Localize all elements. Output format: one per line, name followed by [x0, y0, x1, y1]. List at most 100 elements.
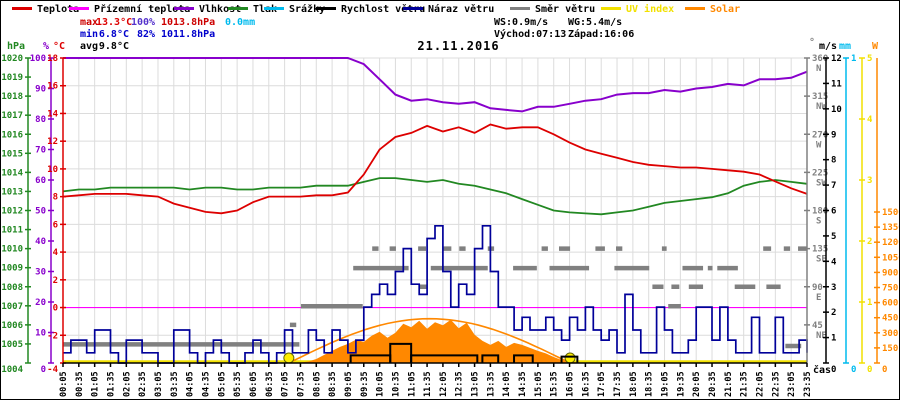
tick-label: 20: [35, 298, 46, 308]
tick-label: 40: [35, 237, 46, 247]
humidity: [63, 57, 808, 113]
tick-label: 16:05: [566, 371, 576, 397]
tick-label: 50: [35, 207, 46, 217]
tick-label: 1010: [1, 245, 23, 255]
tick-label: hPa: [7, 41, 25, 52]
tick-label: 10:35: [391, 371, 401, 397]
tick-label: 3: [831, 283, 836, 293]
tick-label: 900: [882, 268, 898, 278]
tick-label: 15:35: [550, 371, 560, 397]
tick-label: NW: [816, 102, 827, 112]
tick-label: 12:05: [439, 371, 449, 397]
tick-label: 1007: [1, 302, 23, 312]
solar-clear-sky-arc: [288, 317, 571, 364]
legend-color-dash: [685, 6, 705, 10]
legend-item-7: Směr větru: [510, 4, 595, 16]
tick-label: 1008: [1, 283, 23, 293]
tick-label: 300: [882, 329, 898, 339]
tick-label: 00:35: [75, 371, 85, 397]
tick-label: 1350: [882, 223, 900, 233]
solar: [283, 317, 586, 364]
legend-color-dash: [601, 6, 621, 10]
legend-item-6: Náraz větru: [403, 4, 494, 16]
uv-axis: 0 1 2 3 4 5: [859, 54, 873, 375]
stat-min-humidity: 82%: [136, 29, 155, 40]
tick-label: 1: [831, 334, 836, 344]
tick-label: 19:35: [676, 371, 686, 397]
tick-label: 45: [812, 321, 823, 331]
legend-item-9: Solar: [685, 4, 740, 16]
legend-label: Solar: [710, 4, 741, 15]
tick-label: 1009: [1, 264, 23, 274]
legend-color-dash: [12, 6, 32, 10]
tick-label: 11:35: [423, 371, 433, 397]
tick-label: 20:05: [692, 371, 702, 397]
tick-label: 14:35: [518, 371, 528, 397]
legend-color-dash: [403, 6, 423, 10]
tick-label: 4: [53, 248, 59, 258]
legend-label: Náraz větru: [428, 4, 495, 15]
tick-label: 12: [831, 54, 842, 64]
legend-item-0: Teplota: [12, 4, 79, 16]
tick-label: 07:05: [281, 371, 291, 397]
tick-label: 60: [35, 176, 46, 186]
tick-label: SW: [816, 178, 827, 188]
tick-label: 70: [35, 146, 46, 156]
wind-speed-step: [560, 355, 579, 363]
stat-max-label: max: [80, 17, 99, 28]
tick-label: 04:35: [201, 371, 211, 397]
legend: Teplota Přízemní teplota Vlhkost Tlak Srážky…: [1, 1, 899, 16]
tick-label: 11: [831, 79, 842, 89]
tick-label: NE: [816, 331, 827, 341]
wind-speed-step: [389, 342, 413, 363]
wind-speed-step: [410, 354, 479, 363]
tick-label: 00:05: [59, 371, 69, 397]
tick-label: S: [816, 217, 821, 227]
legend-color-dash: [316, 6, 336, 10]
solar-radiation-area: [300, 319, 586, 363]
tick-label: 135: [812, 245, 828, 255]
tick-label: 1011: [1, 226, 23, 236]
tick-label: 150: [882, 344, 898, 354]
tick-label: 30: [35, 268, 46, 278]
sunrise-marker-icon: [283, 352, 295, 364]
tick-label: 06:05: [249, 371, 259, 397]
tick-label: W: [872, 41, 879, 52]
tick-label: 450: [882, 314, 898, 324]
tick-label: 1020: [1, 54, 23, 64]
tick-label: 09:35: [360, 371, 370, 397]
time-axis: 00:05 00:35 01:05 01:35 02:05 02:35 03:05 03:35…: [59, 362, 831, 397]
tick-label: 3: [867, 176, 872, 186]
tick-label: 8: [831, 156, 836, 166]
tick-label: 17:35: [613, 371, 623, 397]
stat-max-pressure: 1013.8hPa: [161, 17, 216, 28]
tick-label: 1012: [1, 207, 23, 217]
tick-label: 10: [35, 329, 46, 339]
stat-max-temp: 13.3°C: [96, 17, 133, 28]
tick-label: 22:35: [771, 371, 781, 397]
tick-label: -4: [47, 365, 58, 375]
tick-label: 12:35: [455, 371, 465, 397]
tick-label: 0: [851, 365, 856, 375]
tick-label: 1013: [1, 187, 23, 197]
pressure-axis: hPa 1004 1005 1006 1007 1008 1009 1010 1011 1012 1…: [1, 41, 31, 375]
tick-label: 05:05: [217, 371, 227, 397]
tick-label: 01:05: [91, 371, 101, 397]
tick-label: mm: [839, 41, 851, 52]
legend-item-8: UV index: [601, 4, 674, 16]
tick-label: 08:35: [328, 371, 338, 397]
tick-label: 6: [53, 220, 58, 230]
tick-label: 1005: [1, 340, 23, 350]
legend-color-dash: [510, 6, 530, 10]
humidity-axis: % 0 10 20 30 40 50 60 70 80 90 100: [30, 41, 54, 375]
stat-sunset: Západ:16:06: [568, 29, 635, 40]
tick-label: 7: [831, 181, 836, 191]
tick-label: 08:05: [312, 371, 322, 397]
tick-label: 12: [47, 137, 58, 147]
legend-item-4: Srážky: [264, 4, 325, 16]
stat-min-label: min: [80, 29, 99, 40]
tick-label: 05:35: [233, 371, 243, 397]
temperature: [62, 123, 808, 215]
